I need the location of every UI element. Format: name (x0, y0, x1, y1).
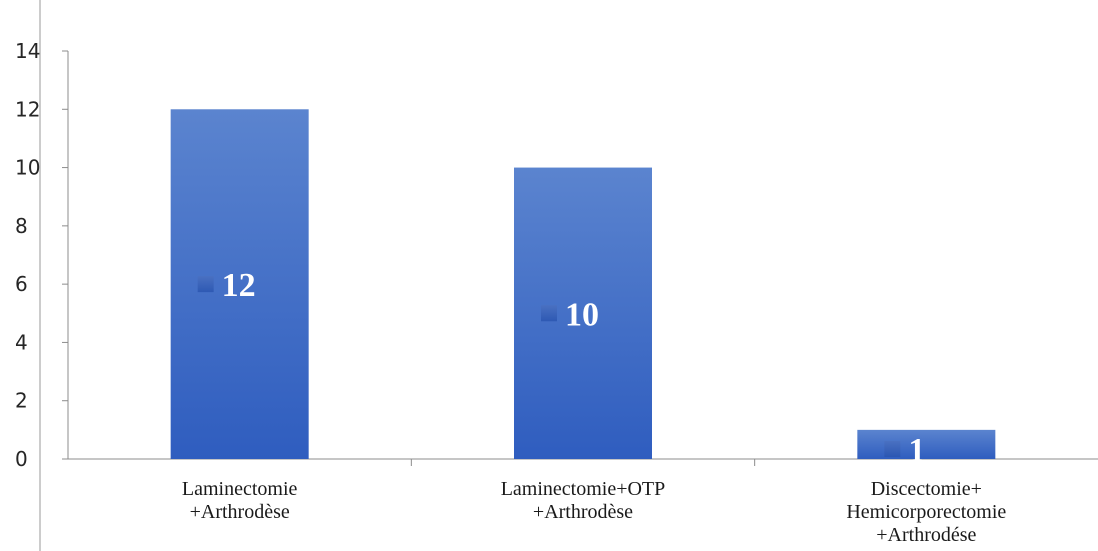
y-tick-label: 14 (15, 39, 40, 63)
bar (514, 167, 652, 460)
y-tick-label: 6 (15, 272, 28, 296)
x-category-label: Discectomie+ Hemicorporectomie +Arthrodése (846, 478, 1006, 546)
x-category-label-line: Hemicorporectomie (846, 501, 1006, 523)
data-label-marker (541, 305, 557, 322)
x-category-label-line: Discectomie+ (871, 478, 982, 500)
x-category-label-line: Laminectomie+OTP (501, 478, 666, 500)
y-tick-label: 2 (15, 389, 28, 413)
x-category-label: Laminectomie +Arthrodèse (182, 478, 298, 523)
y-tick-label: 4 (15, 330, 28, 354)
x-category-label-line: +Arthrodèse (190, 501, 290, 523)
data-label-marker (197, 276, 214, 293)
bar (857, 429, 996, 459)
y-tick-label: 8 (15, 214, 28, 238)
y-tick-label: 12 (15, 97, 40, 121)
x-category-label: Laminectomie+OTP +Arthrodèse (501, 478, 666, 523)
bar (170, 109, 309, 460)
x-category-label-line: Laminectomie (182, 478, 298, 500)
data-label: 12 (222, 267, 256, 304)
data-label-marker (884, 441, 901, 457)
y-tick-label: 0 (15, 447, 28, 471)
data-label: 1 (908, 432, 925, 469)
bars (170, 109, 996, 460)
data-label: 10 (565, 296, 599, 333)
x-category-label-line: +Arthrodèse (533, 501, 633, 523)
x-category-label-line: +Arthrodése (876, 524, 976, 546)
y-tick-label: 10 (15, 156, 40, 180)
